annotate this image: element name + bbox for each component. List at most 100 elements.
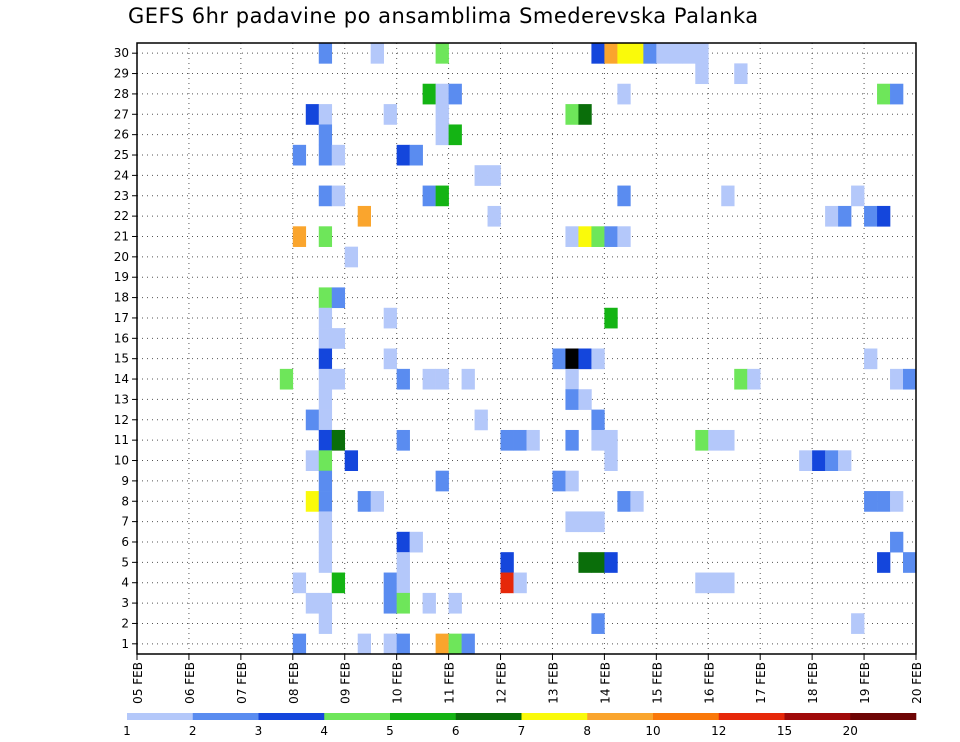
heatmap-cell [604, 429, 618, 451]
y-tick-label: 5 [121, 555, 129, 569]
heatmap-cell [604, 307, 618, 329]
x-tick-label: 12 FEB [495, 662, 509, 704]
y-tick-label: 27 [114, 107, 129, 121]
heatmap-cell [890, 83, 904, 105]
heatmap-cell [500, 429, 514, 451]
y-axis: 1234567891011121314151617181920212223242… [114, 46, 137, 651]
legend-swatch [324, 713, 391, 720]
heatmap-cell [357, 491, 371, 512]
heatmap-cell [903, 368, 917, 390]
y-tick-label: 30 [114, 46, 129, 60]
heatmap-cell [383, 633, 397, 655]
heatmap-cell [461, 368, 475, 390]
heatmap-cell [812, 450, 826, 471]
heatmap-cell [435, 104, 449, 125]
heatmap-cell [305, 592, 320, 614]
heatmap-cell [864, 205, 878, 227]
heatmap-cell [591, 613, 605, 634]
heatmap-cell [279, 368, 294, 390]
heatmap-cell [565, 348, 579, 370]
y-tick-label: 26 [114, 128, 129, 142]
heatmap-cell [292, 226, 307, 247]
heatmap-cell [318, 348, 333, 370]
x-axis: 05 FEB 06 FEB 07 FEB 08 FEB 09 FEB 10 FEB 11 F… [131, 654, 924, 704]
legend-label: 12 [711, 724, 726, 738]
heatmap-cell [331, 144, 346, 166]
heatmap-cell [838, 205, 852, 227]
heatmap-cell [630, 491, 644, 512]
y-tick-label: 7 [121, 515, 129, 529]
legend-label: 15 [777, 724, 792, 738]
heatmap-cell [851, 613, 865, 634]
heatmap-cell [578, 389, 592, 410]
heatmap-cell [331, 368, 346, 390]
y-tick-label: 28 [114, 87, 129, 101]
heatmap-cell [435, 124, 449, 146]
heatmap-cell [565, 389, 579, 410]
heatmap-cell [383, 592, 397, 614]
heatmap-cell [721, 572, 735, 594]
legend-label: 4 [320, 724, 328, 738]
heatmap-cell [292, 144, 307, 166]
heatmap-cell [383, 348, 397, 370]
color-legend: 1 2 3 4 5 6 7 8 10 12 15 20 [123, 713, 917, 738]
heatmap-cell [604, 450, 618, 471]
heatmap-cell [877, 491, 891, 512]
heatmap-cell [617, 226, 631, 247]
legend-label: 7 [518, 724, 526, 738]
heatmap-cell [292, 633, 307, 655]
y-tick-label: 1 [121, 637, 129, 651]
heatmap-cell [435, 470, 449, 492]
legend-swatch [850, 713, 917, 720]
heatmap-cell [409, 531, 423, 553]
heatmap-cell [357, 633, 371, 655]
heatmap-cell [591, 511, 605, 533]
heatmap-cell [864, 348, 878, 370]
heatmap-cell [396, 144, 410, 166]
x-tick-label: 13 FEB [546, 662, 560, 704]
heatmap-cell [435, 43, 449, 64]
heatmap-cell [721, 429, 735, 451]
heatmap-cell [682, 43, 696, 64]
heatmap-cell [318, 287, 333, 309]
legend-swatch [784, 713, 851, 720]
y-tick-label: 21 [114, 229, 129, 243]
heatmap-cell [409, 144, 423, 166]
heatmap-cell [370, 491, 384, 512]
heatmap-cell [591, 348, 605, 370]
heatmap-cell [422, 185, 436, 207]
y-tick-label: 23 [114, 189, 129, 203]
legend-swatch [127, 713, 194, 720]
heatmap-cell [344, 450, 359, 471]
legend-swatch [192, 713, 259, 720]
heatmap-cell [435, 185, 449, 207]
heatmap-cell [383, 572, 397, 594]
heatmap-cell [396, 368, 410, 390]
heatmap-cell [331, 572, 346, 594]
heatmap-cell [331, 429, 346, 451]
heatmap-cell [331, 328, 346, 349]
y-tick-label: 19 [114, 270, 129, 284]
heatmap-cell [578, 511, 592, 533]
heatmap-cell [487, 205, 501, 227]
heatmap-cell [695, 429, 709, 451]
heatmap-cell [344, 246, 359, 268]
heatmap-cell [838, 450, 852, 471]
heatmap-cell [318, 368, 333, 390]
heatmap-cell [903, 552, 917, 573]
heatmap-cell [370, 43, 384, 64]
heatmap-cell [357, 205, 371, 227]
heatmap-cell [318, 43, 333, 64]
heatmap-cell [591, 429, 605, 451]
x-tick-label: 17 FEB [754, 662, 768, 704]
x-tick-label: 19 FEB [858, 662, 872, 704]
heatmap-cell [396, 592, 410, 614]
x-tick-label: 11 FEB [443, 662, 457, 704]
heatmap-cell [565, 104, 579, 125]
heatmap-cell [695, 572, 709, 594]
heatmap-cell [305, 104, 320, 125]
heatmap-cell [396, 572, 410, 594]
y-tick-label: 18 [114, 291, 129, 305]
heatmap-cell [305, 409, 320, 431]
y-tick-label: 13 [114, 392, 129, 406]
